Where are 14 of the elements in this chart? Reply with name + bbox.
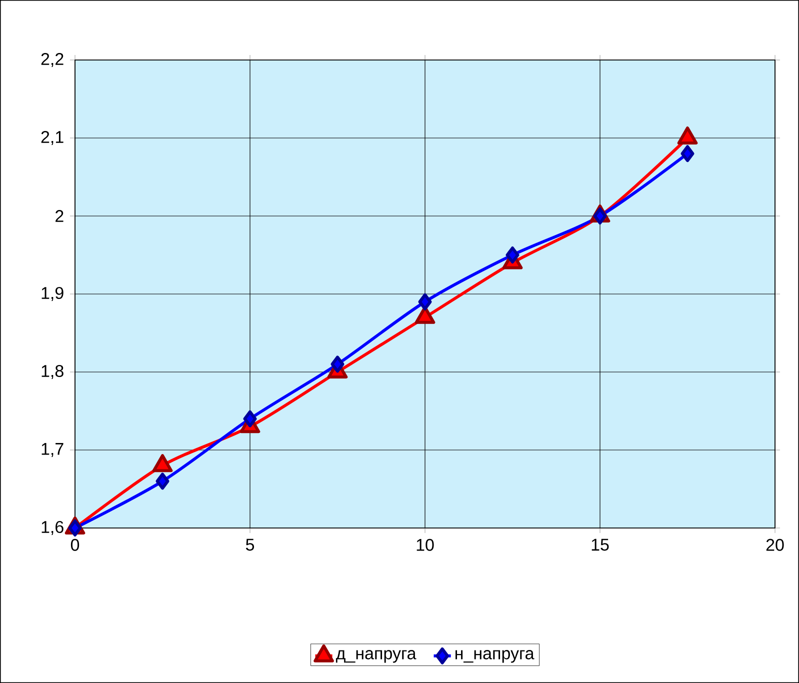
x-tick-label: 0 [70, 538, 80, 551]
y-tick-label: 2,2 [41, 52, 64, 68]
y-tick-label: 1,9 [42, 286, 64, 302]
x-tick-label: 20 [766, 538, 784, 551]
y-tick-label: 1,8 [42, 364, 64, 380]
legend-label: н_напруга [456, 650, 534, 663]
y-tick-label: 2,1 [41, 130, 64, 146]
y-tick-label: 2 [56, 210, 64, 222]
x-tick-label: 15 [592, 538, 609, 551]
legend-label: д_напруга [336, 650, 416, 663]
x-tick-label: 5 [246, 538, 254, 551]
x-tick-label: 10 [416, 538, 434, 551]
y-tick-label: 1,6 [42, 520, 64, 536]
y-tick-label: 1,7 [42, 443, 64, 457]
